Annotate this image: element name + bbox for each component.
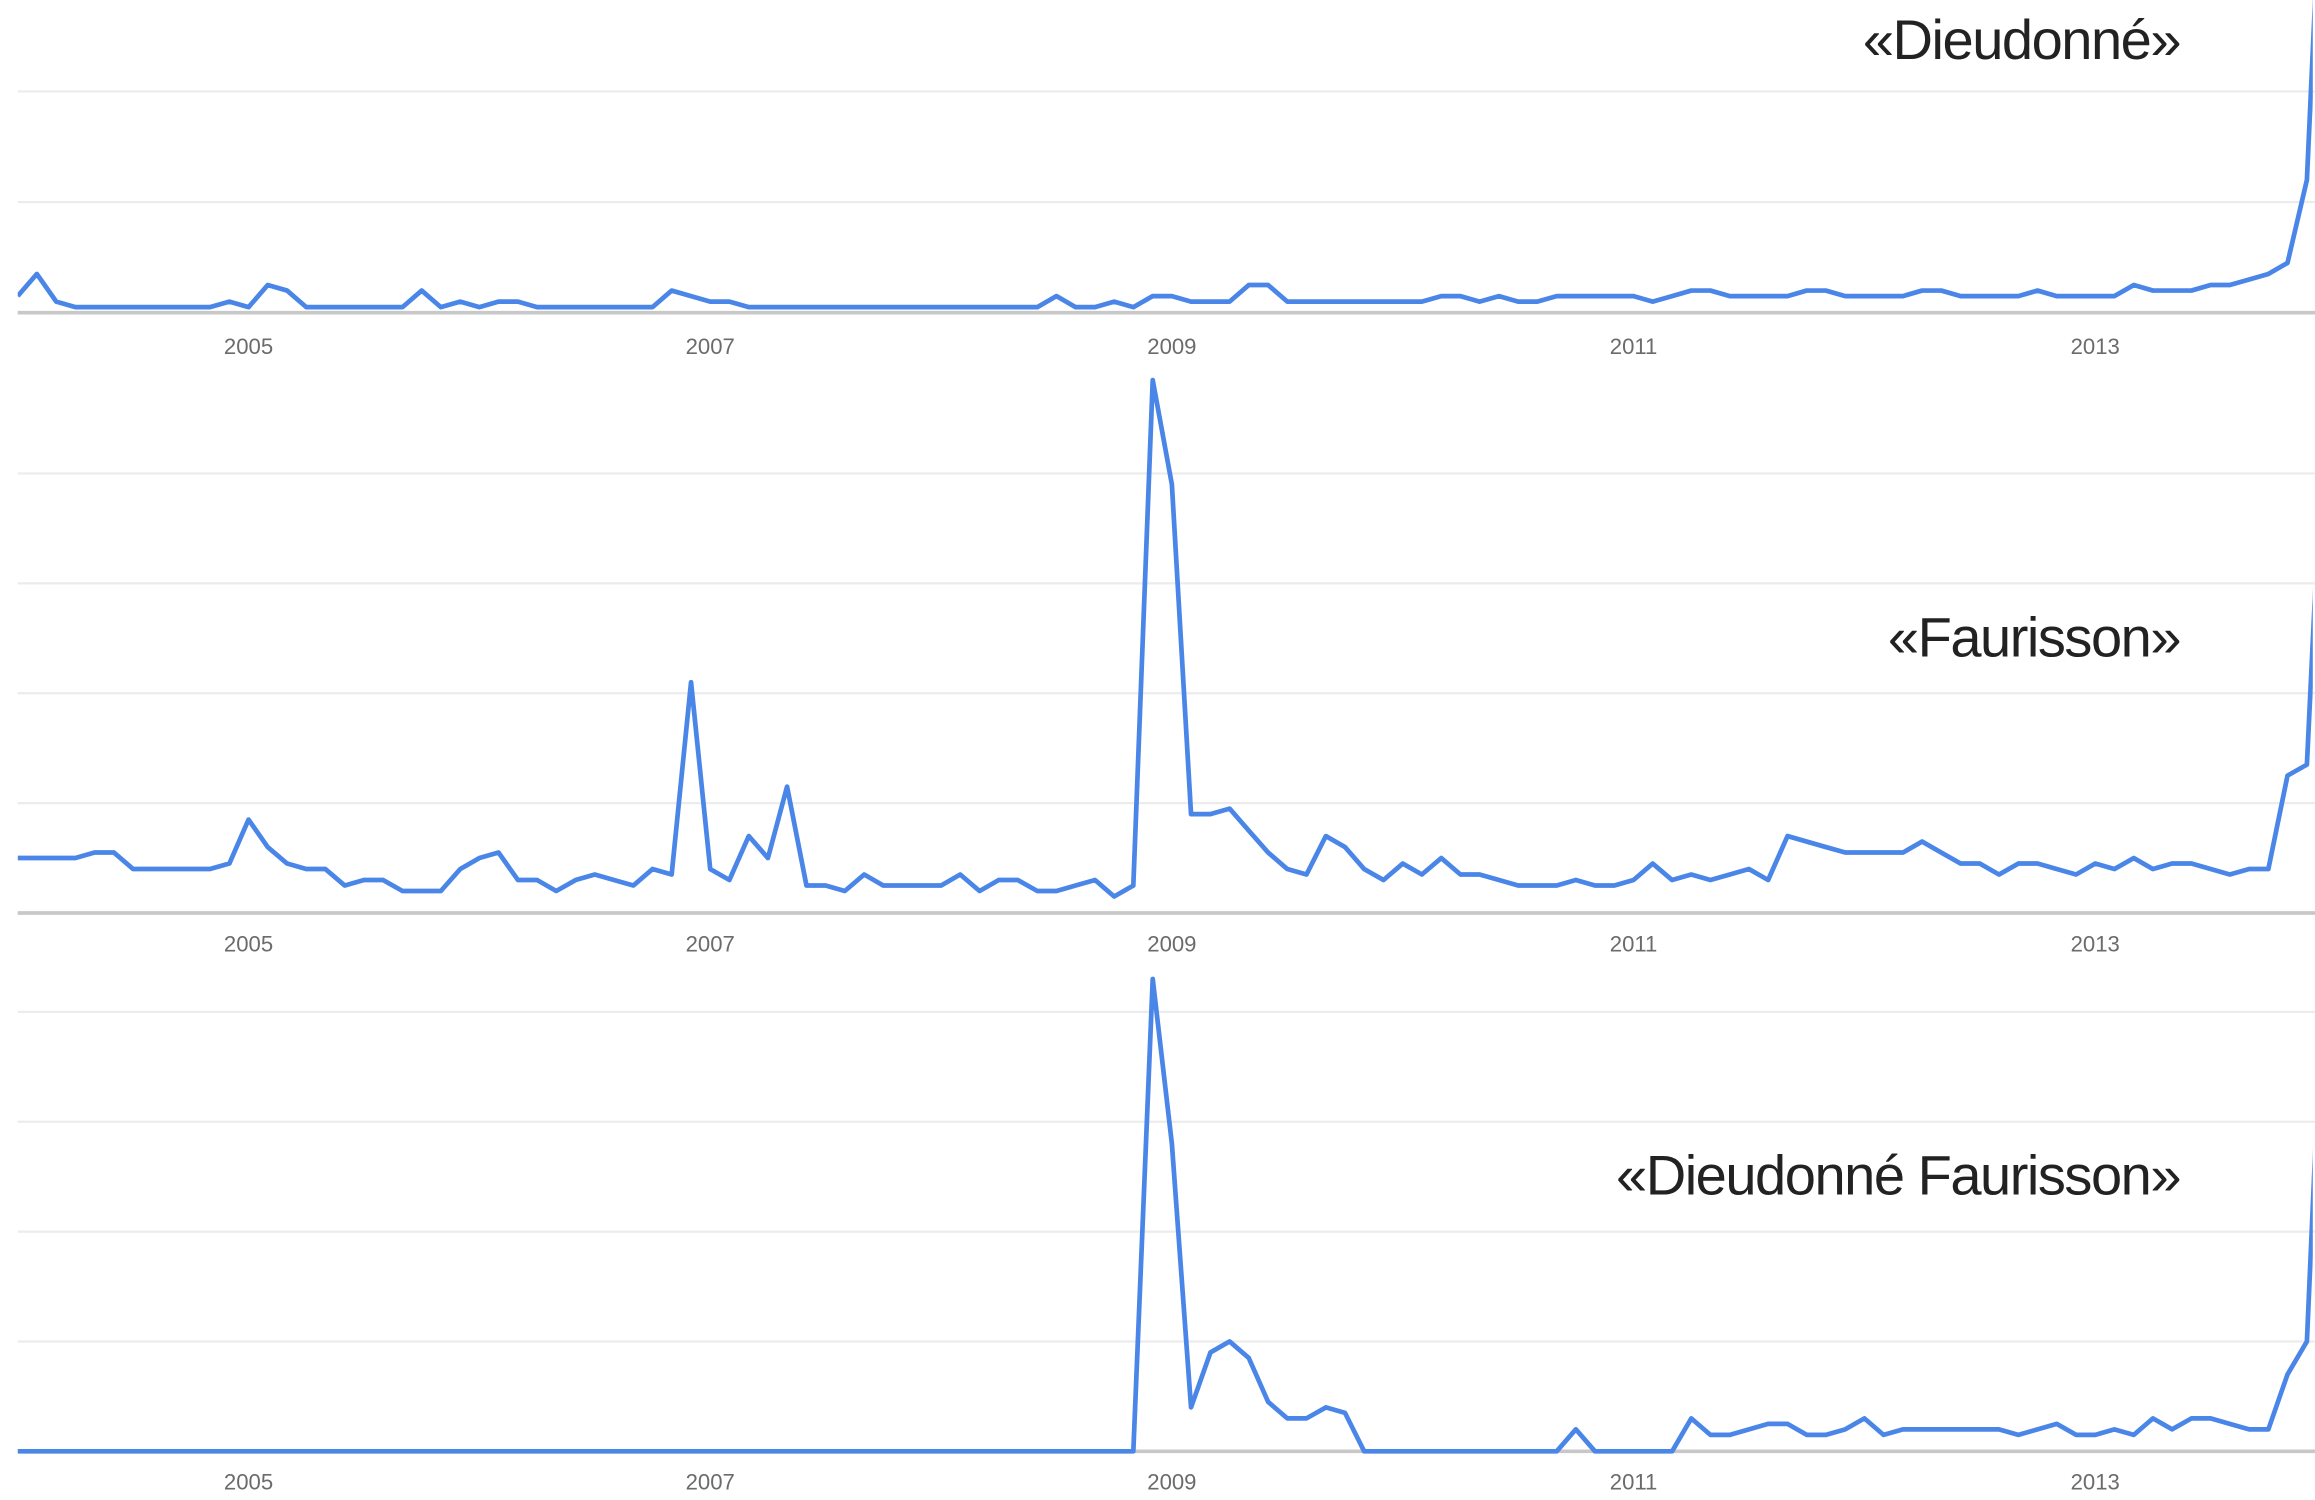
chart-title: «Dieudonné» (1863, 8, 2180, 71)
x-tick-label: 2009 (1147, 1470, 1196, 1495)
chart-title: «Faurisson» (1888, 605, 2180, 668)
x-tick-label: 2013 (2071, 334, 2120, 359)
x-tick-label: 2011 (1610, 334, 1658, 359)
trend-line (17, 0, 2313, 310)
x-tick-label: 2007 (686, 334, 735, 359)
x-tick-label: 2011 (1610, 1470, 1658, 1495)
trend-line (17, 377, 2313, 899)
chart-panel: 2005 2007 2009 2011 2013 «Dieudonné» (17, 0, 2315, 359)
x-tick-label: 2005 (224, 334, 273, 359)
x-tick-label: 2007 (686, 1470, 735, 1495)
chart-title: «Dieudonné Faurisson» (1616, 1144, 2180, 1207)
x-tick-label: 2009 (1147, 931, 1196, 956)
x-tick-label: 2005 (224, 931, 273, 956)
x-tick-label: 2013 (2071, 931, 2120, 956)
x-tick-label: 2011 (1610, 931, 1658, 956)
chart-panel: 2005 2007 2009 2011 2013 «Dieudonné Faurisson… (17, 976, 2315, 1495)
trend-line (17, 976, 2313, 1454)
x-tick-label: 2007 (686, 931, 735, 956)
x-tick-label: 2005 (224, 1470, 273, 1495)
chart-panel: 2005 2007 2009 2011 2013 «Faurisson» (17, 377, 2315, 956)
x-tick-label: 2009 (1147, 334, 1196, 359)
x-tick-label: 2013 (2071, 1470, 2120, 1495)
